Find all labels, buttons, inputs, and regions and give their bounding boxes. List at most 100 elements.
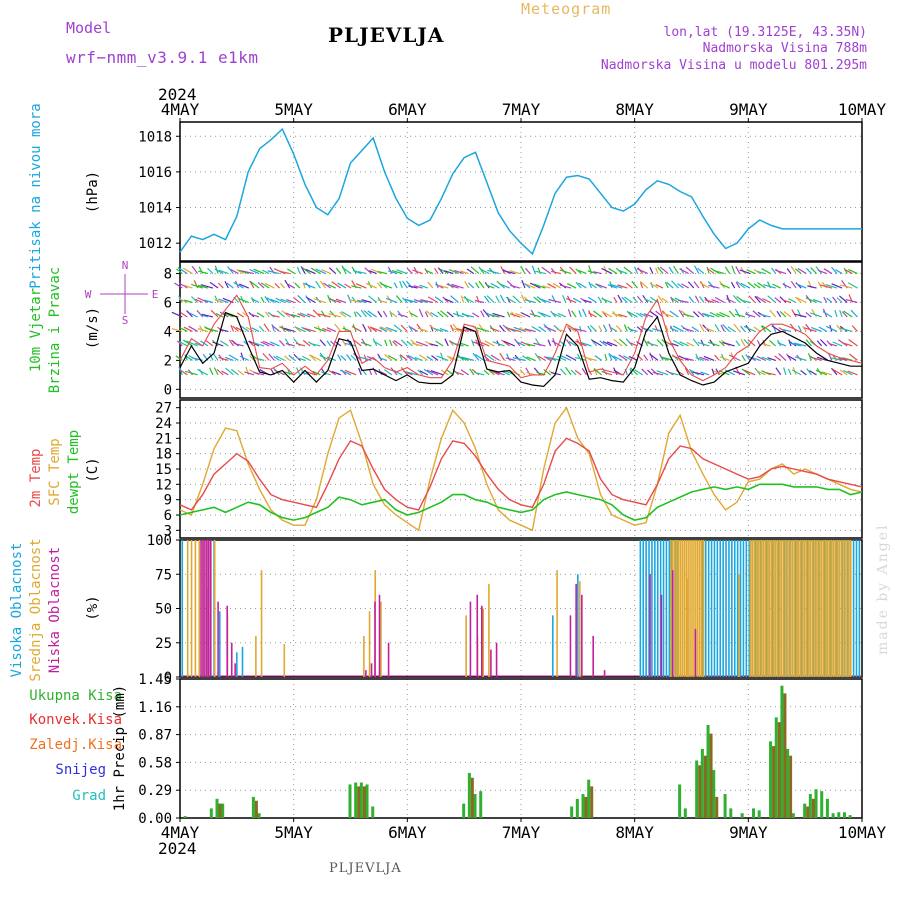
wind-arrow xyxy=(440,310,449,318)
wind-arrow xyxy=(772,283,781,289)
wind-arrow xyxy=(779,310,787,318)
bottom-x-tick-label: 9MAY xyxy=(729,823,768,842)
wind-arrow xyxy=(279,326,290,332)
wind-arrow xyxy=(733,370,746,376)
wind-arrow xyxy=(171,311,183,318)
precip-total-bar xyxy=(473,794,477,818)
cloud-axis-label-1: Visoka Oblacnost xyxy=(9,543,25,678)
wind-arrow xyxy=(417,327,428,333)
wind-arrow xyxy=(387,266,393,274)
wind-arrow xyxy=(806,368,812,376)
wind-arrow xyxy=(425,340,434,347)
precip-total-bar xyxy=(678,784,682,818)
wind-arrow xyxy=(759,313,771,318)
wind-arrow xyxy=(395,295,403,303)
wind-arrow xyxy=(273,355,280,361)
wind-arrow xyxy=(778,353,787,361)
wind-arrow xyxy=(474,371,485,376)
wind-arrow xyxy=(782,299,792,304)
wind-arrow xyxy=(678,299,689,304)
wind-arrow xyxy=(743,325,756,332)
wind-arrow xyxy=(178,282,188,289)
wind-arrow xyxy=(521,279,526,289)
precip-conv-bar xyxy=(698,765,702,818)
wind-arrow xyxy=(587,270,597,275)
compass-s: S xyxy=(122,314,129,327)
wind-arrow xyxy=(380,283,393,289)
wind-arrow xyxy=(697,267,705,275)
wind-arrow xyxy=(260,282,270,289)
wind-arrow xyxy=(533,283,546,289)
wind-arrow xyxy=(251,298,260,304)
wind-arrow xyxy=(843,370,853,376)
wind-arrow xyxy=(352,269,362,275)
footer-station: PLJEVLJA xyxy=(329,861,402,876)
precip-conv-bar xyxy=(362,786,366,818)
wind-arrow xyxy=(176,268,183,275)
wind-arrow xyxy=(266,297,275,304)
wind-arrow xyxy=(205,340,214,347)
wind-arrow xyxy=(599,340,608,347)
wind-arrow xyxy=(450,324,454,332)
wind-arrow xyxy=(341,265,347,274)
wind-arrow xyxy=(601,367,608,376)
wind-arrow xyxy=(565,354,577,361)
wind-arrow xyxy=(628,311,638,318)
wind-arrow xyxy=(578,310,582,318)
wind-arrow xyxy=(225,356,234,361)
cloud-axis-label-3: Niska Oblacnost xyxy=(47,547,63,673)
wind-arrow xyxy=(180,312,188,318)
wind-arrow xyxy=(495,295,500,303)
wind-arrow xyxy=(335,298,347,304)
wind-arrow xyxy=(714,296,725,304)
wind-arrow xyxy=(829,357,843,361)
wind-arrow xyxy=(672,355,684,361)
wind-arrow xyxy=(847,370,858,376)
wind-arrow xyxy=(682,313,694,318)
wind-arrow xyxy=(727,326,736,332)
wind-arrow xyxy=(207,267,214,275)
wind-arrow xyxy=(740,338,746,347)
wind-arrow xyxy=(836,297,843,303)
precip-label-hail: Grad xyxy=(72,788,106,804)
wind-arrow xyxy=(523,282,531,289)
wind-arrow xyxy=(199,313,209,318)
y-tick-label: 0.87 xyxy=(138,728,172,744)
precip-conv-bar xyxy=(357,786,361,818)
wind-arrow xyxy=(643,327,654,333)
wind-arrow xyxy=(753,283,761,289)
temp-axis-label-2: SFC Temp xyxy=(47,438,63,505)
y-tick-label: 12 xyxy=(155,477,172,493)
wind-arrow xyxy=(832,341,843,347)
wind-arrow xyxy=(671,297,679,304)
wind-arrow xyxy=(643,298,654,304)
precip-total-bar xyxy=(791,813,795,818)
wind-arrow xyxy=(534,352,541,361)
wind-arrow xyxy=(424,311,429,318)
wind-arrow xyxy=(649,353,659,361)
top-x-tick-label: 4MAY xyxy=(161,100,200,119)
wind-arrow xyxy=(464,280,470,289)
wind-arrow xyxy=(461,313,474,318)
wind-arrow xyxy=(533,342,546,347)
wind-arrow xyxy=(689,368,695,376)
wind-arrow xyxy=(665,369,674,376)
wind-arrow xyxy=(597,296,603,303)
wind-arrow xyxy=(293,297,301,303)
wind-arrow xyxy=(510,370,521,376)
wind-arrow xyxy=(703,355,715,361)
wind-arrow xyxy=(237,369,245,376)
wind-arrow xyxy=(635,312,643,318)
wind-arrow xyxy=(397,313,408,318)
wind-arrow xyxy=(357,270,367,275)
wind-arrow xyxy=(310,267,321,275)
wind-arrow xyxy=(489,369,500,376)
wind-arrow xyxy=(791,369,802,376)
wind-arrow xyxy=(219,311,229,318)
wind-arrow xyxy=(800,369,807,376)
wind-arrow xyxy=(214,298,224,304)
wind-arrow xyxy=(389,311,398,318)
wind-arrow xyxy=(687,281,695,289)
wind-arrow xyxy=(310,342,321,347)
wind-arrow xyxy=(722,341,735,347)
